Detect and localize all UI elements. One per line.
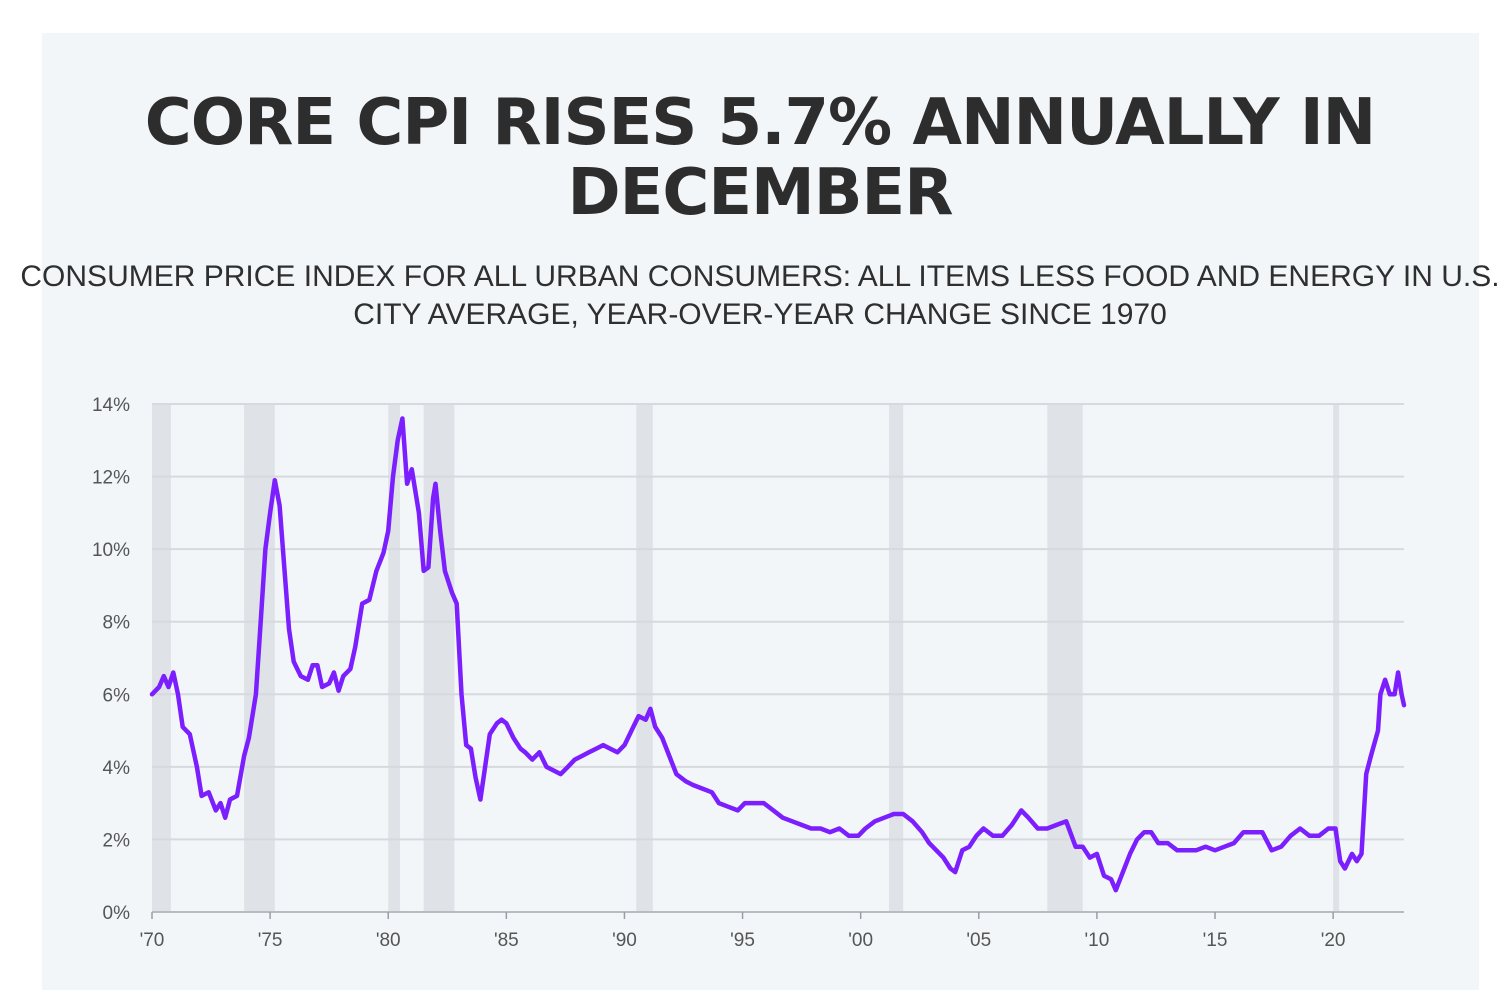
y-tick-label: 0% bbox=[103, 903, 131, 924]
x-axis-ticks: '70 '75 '80 '85 '90 '95 '00 '05 '10 '15 '20 bbox=[140, 912, 1346, 951]
chart-title: CORE CPI RISES 5.7% ANNUALLY IN DECEMBER bbox=[144, 86, 1376, 230]
recession-band bbox=[388, 404, 401, 912]
x-tick-label: '70 bbox=[140, 930, 165, 951]
y-tick-label: 4% bbox=[103, 758, 131, 779]
recession-bands bbox=[152, 404, 1340, 912]
recession-band bbox=[1333, 404, 1340, 912]
x-tick-label: '10 bbox=[1085, 930, 1110, 951]
x-tick-label: '00 bbox=[848, 930, 873, 951]
recession-band bbox=[1047, 404, 1083, 912]
x-tick-label: '80 bbox=[376, 930, 401, 951]
recession-band bbox=[423, 404, 455, 912]
y-tick-label: 10% bbox=[92, 540, 130, 561]
x-tick-label: '75 bbox=[258, 930, 283, 951]
y-tick-label: 8% bbox=[103, 613, 131, 634]
recession-band bbox=[152, 404, 171, 912]
recession-band bbox=[889, 404, 904, 912]
y-axis-ticks: 0% 2% 4% 6% 8% 10% 12% 14% bbox=[92, 395, 130, 924]
x-tick-label: '15 bbox=[1203, 930, 1228, 951]
x-tick-label: '85 bbox=[494, 930, 519, 951]
x-tick-label: '90 bbox=[612, 930, 637, 951]
series-line bbox=[149, 416, 1407, 893]
chart-subtitle: CONSUMER PRICE INDEX FOR ALL URBAN CONSU… bbox=[20, 260, 1500, 331]
y-tick-label: 6% bbox=[103, 685, 131, 706]
series-layer bbox=[149, 416, 1407, 893]
x-tick-label: '95 bbox=[730, 930, 755, 951]
x-tick-label: '20 bbox=[1321, 930, 1346, 951]
y-tick-label: 14% bbox=[92, 395, 130, 416]
y-tick-label: 2% bbox=[103, 830, 131, 851]
gridlines bbox=[152, 403, 1404, 913]
x-tick-label: '05 bbox=[966, 930, 991, 951]
recession-band bbox=[636, 404, 653, 912]
y-tick-label: 12% bbox=[92, 468, 130, 489]
